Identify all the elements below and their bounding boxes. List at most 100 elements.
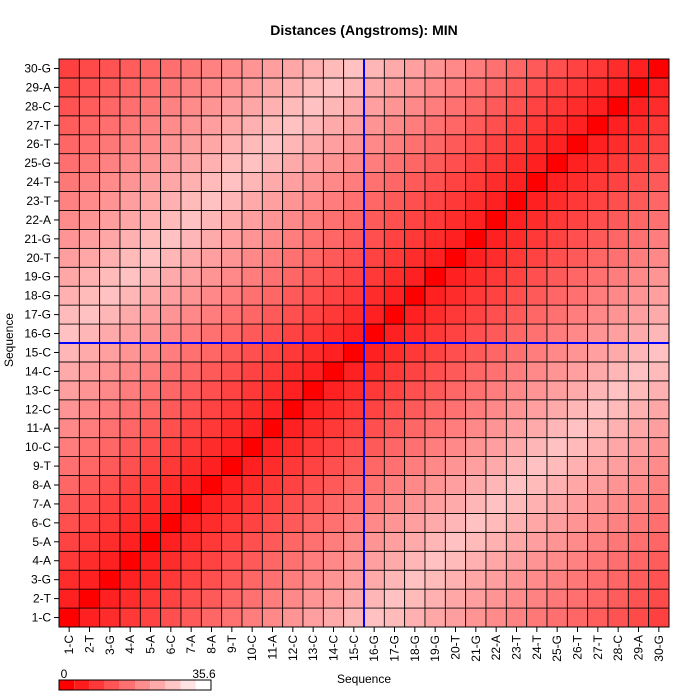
y-tick-label: 7-A bbox=[32, 497, 51, 511]
x-tick-label: 8-A bbox=[205, 635, 219, 654]
heatmap-cell bbox=[139, 266, 162, 287]
heatmap-cell bbox=[180, 418, 202, 439]
heatmap-cell bbox=[302, 494, 324, 514]
heatmap-cell bbox=[180, 172, 202, 192]
heatmap-cell bbox=[424, 115, 446, 136]
heatmap-cell bbox=[119, 437, 141, 457]
heatmap-cell bbox=[627, 513, 650, 533]
heatmap-cell bbox=[160, 96, 182, 117]
heatmap-cell bbox=[200, 115, 223, 136]
heatmap-cell bbox=[465, 569, 487, 590]
heatmap-cell bbox=[404, 380, 426, 401]
heatmap-cell bbox=[99, 266, 121, 287]
heatmap-cell bbox=[261, 228, 284, 249]
heatmap-cell bbox=[648, 191, 670, 211]
heatmap-cell bbox=[627, 153, 650, 174]
heatmap-cell bbox=[444, 323, 467, 344]
heatmap-cell bbox=[424, 494, 446, 514]
heatmap-cell bbox=[160, 134, 182, 155]
heatmap-cell bbox=[485, 304, 507, 325]
heatmap-cell bbox=[465, 210, 487, 230]
heatmap-cell bbox=[546, 361, 568, 382]
heatmap-cell bbox=[322, 285, 345, 306]
heatmap-cell bbox=[78, 513, 101, 533]
heatmap-cell bbox=[282, 228, 304, 249]
heatmap-cell bbox=[322, 210, 345, 230]
heatmap-cell bbox=[648, 513, 670, 533]
heatmap-cell bbox=[221, 569, 243, 590]
y-tick-label: 22-A bbox=[26, 213, 51, 227]
heatmap-cell bbox=[404, 550, 426, 571]
heatmap-cell bbox=[627, 191, 650, 211]
heatmap-cell bbox=[526, 475, 548, 495]
heatmap-cell bbox=[505, 285, 528, 306]
heatmap-cell bbox=[322, 153, 345, 174]
heatmap-cell bbox=[526, 115, 548, 136]
heatmap-cell bbox=[200, 172, 223, 192]
heatmap-cell bbox=[607, 399, 629, 420]
heatmap-cell bbox=[99, 172, 121, 192]
heatmap-cell bbox=[566, 304, 589, 325]
heatmap-cell bbox=[119, 494, 141, 514]
heatmap-cell bbox=[546, 172, 568, 192]
heatmap-cell bbox=[241, 342, 263, 363]
heatmap-cell bbox=[322, 228, 345, 249]
heatmap-cell bbox=[302, 342, 324, 363]
heatmap-cell bbox=[424, 228, 446, 249]
heatmap-cell bbox=[322, 191, 345, 211]
heatmap-cell bbox=[221, 342, 243, 363]
heatmap-cell bbox=[648, 172, 670, 192]
heatmap-cell bbox=[383, 153, 406, 174]
heatmap-cell bbox=[383, 96, 406, 117]
heatmap-cell bbox=[627, 77, 650, 98]
heatmap-cell bbox=[444, 153, 467, 174]
heatmap-cell bbox=[546, 228, 568, 249]
heatmap-cell bbox=[160, 285, 182, 306]
legend-swatch bbox=[165, 680, 181, 690]
heatmap-cell bbox=[241, 266, 263, 287]
heatmap-cell bbox=[200, 361, 223, 382]
heatmap-cell bbox=[119, 77, 141, 98]
heatmap-cell bbox=[526, 550, 548, 571]
heatmap-cell bbox=[302, 304, 324, 325]
heatmap-cell bbox=[383, 191, 406, 211]
heatmap-cell bbox=[139, 475, 162, 495]
heatmap-cell bbox=[99, 58, 121, 79]
heatmap-cell bbox=[444, 550, 467, 571]
heatmap-cell bbox=[322, 531, 345, 552]
heatmap-cell bbox=[363, 58, 385, 79]
heatmap-cell bbox=[99, 418, 121, 439]
heatmap-cell bbox=[139, 228, 162, 249]
heatmap-cell bbox=[587, 228, 609, 249]
heatmap-cell bbox=[200, 77, 223, 98]
heatmap-cell bbox=[627, 96, 650, 117]
heatmap-cell bbox=[627, 342, 650, 363]
heatmap-cell bbox=[505, 456, 528, 476]
heatmap-cell bbox=[485, 494, 507, 514]
heatmap-cell bbox=[139, 134, 162, 155]
heatmap-cell bbox=[566, 437, 589, 457]
heatmap-cell bbox=[302, 437, 324, 457]
legend-min-label: 0 bbox=[61, 667, 68, 681]
heatmap-cell bbox=[404, 513, 426, 533]
heatmap-cell bbox=[221, 153, 243, 174]
heatmap-cell bbox=[78, 153, 101, 174]
heatmap-cell bbox=[648, 588, 670, 609]
heatmap-cell bbox=[566, 550, 589, 571]
heatmap-cell bbox=[383, 456, 406, 476]
heatmap-cell bbox=[119, 210, 141, 230]
heatmap-cell bbox=[302, 550, 324, 571]
heatmap-cell bbox=[607, 266, 629, 287]
heatmap-cell bbox=[627, 607, 650, 628]
heatmap-cell bbox=[404, 153, 426, 174]
x-tick-label: 16-G bbox=[367, 635, 381, 662]
x-tick-label: 24-T bbox=[530, 634, 544, 659]
heatmap-cell bbox=[627, 58, 650, 79]
heatmap-cell bbox=[566, 228, 589, 249]
heatmap-cell bbox=[58, 77, 80, 98]
heatmap-cell bbox=[444, 437, 467, 457]
heatmap-cell bbox=[424, 342, 446, 363]
heatmap-cell bbox=[302, 191, 324, 211]
heatmap-cell bbox=[505, 494, 528, 514]
heatmap-cell bbox=[322, 96, 345, 117]
